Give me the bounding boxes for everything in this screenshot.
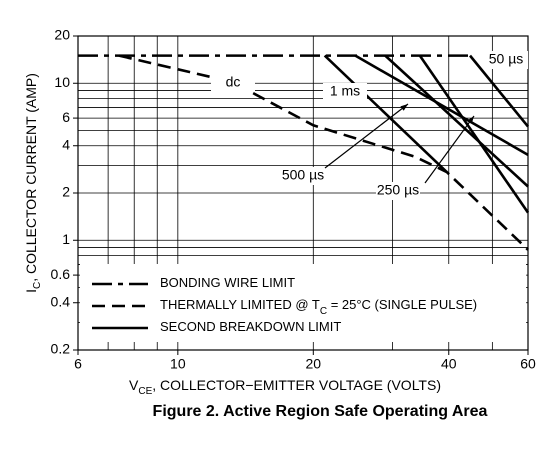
label-text: V bbox=[129, 377, 139, 393]
label-bg bbox=[484, 51, 528, 69]
series-label: dc bbox=[226, 74, 241, 90]
arrow bbox=[324, 103, 409, 169]
y-tick-label: 2 bbox=[62, 184, 70, 200]
y-axis-label: IC, COLLECTOR CURRENT (AMP) bbox=[23, 73, 43, 293]
label-text: THERMALLY LIMITED @ T bbox=[160, 297, 320, 312]
x-axis-label: VCE, COLLECTOR−EMITTER VOLTAGE (VOLTS) bbox=[129, 377, 441, 397]
label-text: , COLLECTOR−EMITTER VOLTAGE (VOLTS) bbox=[152, 377, 441, 393]
y-tick-label: 0.2 bbox=[51, 341, 71, 357]
subscript: CE bbox=[138, 386, 152, 397]
y-tick-label: 0.4 bbox=[51, 293, 71, 309]
x-tick-label: 20 bbox=[306, 356, 322, 372]
x-tick-label: 40 bbox=[441, 356, 457, 372]
series-line bbox=[469, 54, 530, 128]
x-tick-label: 6 bbox=[74, 356, 82, 372]
label-bg bbox=[376, 182, 420, 200]
series-label: 250 µs bbox=[377, 182, 419, 198]
chart-title: Figure 2. Active Region Safe Operating A… bbox=[153, 403, 488, 420]
label-text: SECOND BREAKDOWN LIMIT bbox=[160, 319, 341, 334]
series-label: 1 ms bbox=[330, 83, 360, 99]
label-text: , COLLECTOR CURRENT (AMP) bbox=[23, 73, 39, 282]
arrow-head bbox=[467, 116, 474, 124]
legend-label: SECOND BREAKDOWN LIMIT bbox=[160, 319, 341, 334]
legend-label: THERMALLY LIMITED @ TC = 25°C (SINGLE PU… bbox=[160, 297, 477, 317]
x-tick-label: 10 bbox=[170, 356, 186, 372]
y-tick-label: 10 bbox=[54, 74, 70, 90]
subscript: C bbox=[320, 306, 327, 317]
label-bg bbox=[323, 83, 367, 101]
arrow-head bbox=[400, 104, 408, 111]
y-tick-label: 1 bbox=[62, 231, 70, 247]
x-tick-label: 60 bbox=[520, 356, 536, 372]
label-text: = 25°C (SINGLE PULSE) bbox=[327, 297, 477, 312]
label-text: BONDING WIRE LIMIT bbox=[160, 275, 295, 290]
y-tick-label: 0.6 bbox=[51, 266, 71, 282]
label-bg bbox=[211, 74, 255, 92]
series-line bbox=[354, 54, 529, 156]
series-line bbox=[118, 54, 529, 251]
legend-label: BONDING WIRE LIMIT bbox=[160, 275, 295, 290]
y-tick-label: 4 bbox=[62, 136, 70, 152]
series-line bbox=[384, 54, 529, 188]
arrow bbox=[424, 115, 475, 184]
series-label: 500 µs bbox=[282, 167, 324, 183]
label-bg bbox=[281, 167, 325, 185]
legend-box bbox=[80, 264, 526, 342]
series-line bbox=[418, 54, 530, 214]
series-label: 50 µs bbox=[489, 51, 524, 67]
y-tick-label: 20 bbox=[54, 27, 70, 43]
label-text: I bbox=[23, 289, 39, 293]
y-tick-label: 6 bbox=[62, 109, 70, 125]
series-line bbox=[323, 54, 448, 173]
subscript: C bbox=[32, 282, 43, 289]
